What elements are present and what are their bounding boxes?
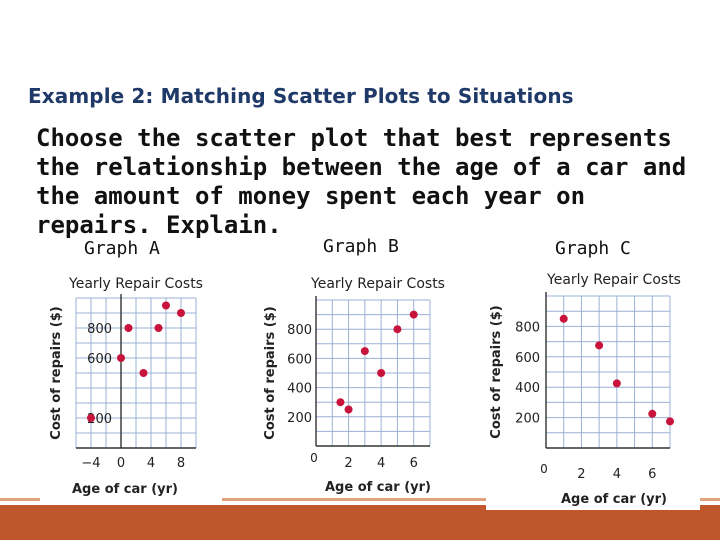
scatter-point bbox=[648, 409, 657, 418]
scatter-point bbox=[336, 398, 345, 407]
scatter-point bbox=[377, 369, 386, 377]
graph-c-label: Graph C bbox=[555, 238, 631, 259]
scatter-point bbox=[360, 347, 369, 356]
y-axis-label: Cost of repairs ($) bbox=[49, 306, 64, 439]
y-tick-label: 800 bbox=[87, 322, 112, 337]
question-text: Choose the scatter plot that best repres… bbox=[36, 124, 687, 239]
x-tick-label: 2 bbox=[344, 456, 352, 471]
slide-title: Example 2: Matching Scatter Plots to Sit… bbox=[28, 84, 574, 108]
scatter-point bbox=[666, 417, 674, 426]
y-axis-label: Cost of repairs ($) bbox=[489, 305, 504, 438]
scatter-point bbox=[409, 310, 418, 319]
scatter-point bbox=[162, 301, 170, 310]
graph-c-panel bbox=[486, 262, 700, 510]
footer-accent-line bbox=[0, 498, 720, 501]
x-tick-label: 6 bbox=[410, 456, 418, 471]
chart-title: Yearly Repair Costs bbox=[310, 276, 445, 292]
y-axis-label: Cost of repairs ($) bbox=[263, 306, 278, 439]
chart-title: Yearly Repair Costs bbox=[546, 272, 681, 288]
x-axis-label: Age of car (yr) bbox=[72, 482, 178, 497]
x-axis-label: Age of car (yr) bbox=[325, 480, 431, 495]
x-tick-label: 6 bbox=[648, 467, 656, 482]
x-tick-label: −4 bbox=[81, 456, 100, 471]
scatter-point bbox=[124, 324, 133, 332]
footer-band bbox=[0, 505, 720, 540]
x-tick-label: 0 bbox=[117, 456, 125, 471]
graph-b-label: Graph B bbox=[323, 236, 399, 257]
scatter-point bbox=[177, 309, 185, 317]
origin-label: 0 bbox=[540, 462, 548, 476]
scatter-point bbox=[87, 414, 95, 422]
x-tick-label: 8 bbox=[177, 456, 185, 471]
scatter-point bbox=[612, 379, 621, 388]
y-tick-label: 200 bbox=[515, 412, 540, 427]
scatter-point bbox=[139, 369, 148, 377]
x-tick-label: 4 bbox=[613, 467, 621, 482]
y-tick-label: 400 bbox=[515, 381, 540, 396]
x-tick-label: 4 bbox=[147, 456, 155, 471]
scatter-point bbox=[595, 341, 604, 350]
y-tick-label: 800 bbox=[287, 323, 312, 338]
chart-title: Yearly Repair Costs bbox=[68, 276, 203, 292]
origin-label: 0 bbox=[310, 451, 318, 465]
scatter-point bbox=[117, 354, 125, 362]
scatter-point bbox=[393, 325, 402, 334]
y-tick-label: 800 bbox=[515, 320, 540, 335]
scatter-point bbox=[154, 324, 163, 332]
x-tick-label: 2 bbox=[577, 467, 585, 482]
y-tick-label: 400 bbox=[287, 382, 312, 397]
y-tick-label: 600 bbox=[87, 352, 112, 367]
graph-a-label: Graph A bbox=[84, 238, 160, 259]
graph-a-panel bbox=[40, 262, 222, 502]
scatter-point bbox=[559, 314, 568, 323]
x-tick-label: 4 bbox=[377, 456, 385, 471]
y-tick-label: 600 bbox=[515, 351, 540, 366]
x-axis-label: Age of car (yr) bbox=[561, 492, 667, 507]
y-tick-label: 200 bbox=[287, 411, 312, 426]
y-tick-label: 600 bbox=[287, 352, 312, 367]
scatter-point bbox=[344, 405, 353, 414]
